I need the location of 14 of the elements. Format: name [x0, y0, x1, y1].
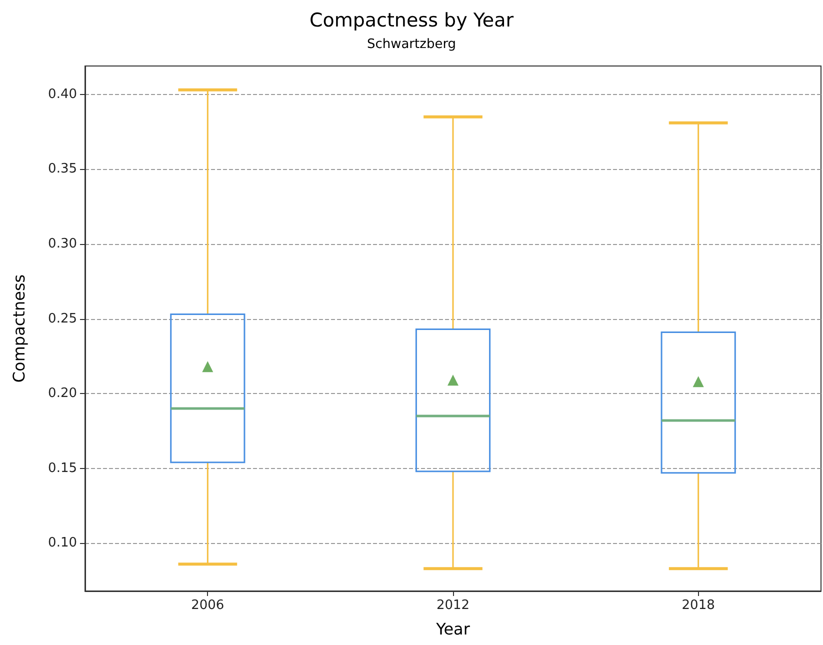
x-tick-label: 2006 — [191, 598, 224, 613]
y-tick-label: 0.25 — [48, 311, 77, 326]
x-axis-title: Year — [435, 620, 470, 638]
y-tick-label: 0.35 — [48, 162, 77, 177]
x-tick-label: 2018 — [682, 598, 715, 613]
y-tick-label: 0.20 — [48, 386, 77, 402]
y-tick-label: 0.15 — [48, 460, 77, 476]
chart-title: Compactness by Year — [309, 10, 514, 32]
y-tick-label: 0.30 — [48, 236, 77, 252]
y-axis-title: Compactness — [10, 274, 28, 383]
y-tick-label: 0.40 — [48, 86, 77, 102]
x-tick-label: 2012 — [436, 598, 470, 613]
y-tick-label: 0.10 — [48, 536, 77, 551]
chart-subtitle: Schwartzberg — [366, 37, 456, 52]
